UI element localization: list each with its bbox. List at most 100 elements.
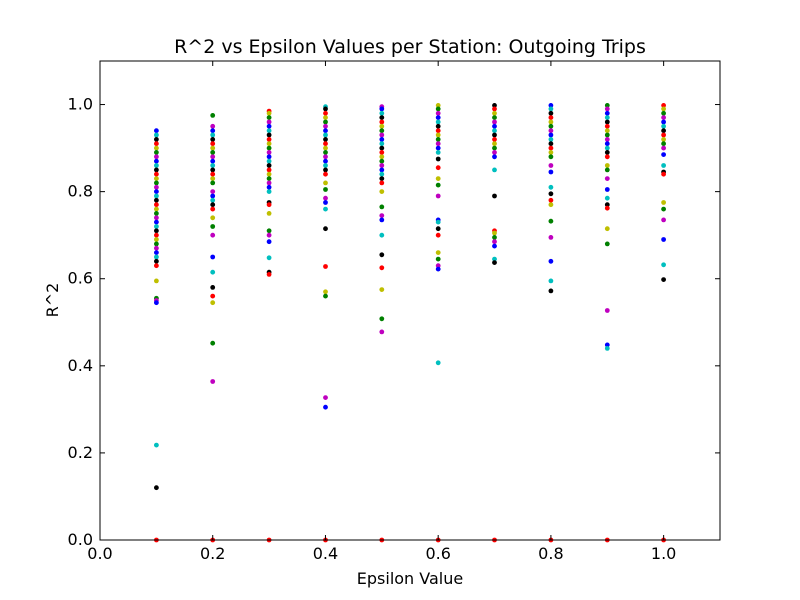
data-point <box>435 137 441 142</box>
data-point <box>604 141 610 147</box>
data-point <box>210 154 216 160</box>
data-point <box>604 123 610 129</box>
data-point <box>266 128 272 134</box>
data-point <box>379 176 385 182</box>
data-point <box>604 163 610 168</box>
data-point <box>266 119 272 125</box>
data-point <box>548 132 554 138</box>
data-point <box>548 258 554 264</box>
data-point <box>435 110 441 116</box>
data-point <box>379 128 385 134</box>
data-point <box>492 260 497 265</box>
data-point <box>548 141 554 147</box>
data-point <box>154 278 159 284</box>
data-point <box>154 163 159 168</box>
data-point <box>435 156 441 162</box>
data-point <box>266 154 272 160</box>
data-point <box>492 141 497 147</box>
data-point <box>379 141 385 147</box>
data-point <box>266 171 272 177</box>
data-point <box>379 189 385 195</box>
data-point <box>154 219 159 225</box>
data-point <box>661 141 666 147</box>
data-point <box>379 180 385 186</box>
data-point <box>548 137 554 142</box>
data-point <box>604 132 610 138</box>
data-point <box>379 119 385 125</box>
data-point <box>323 106 328 112</box>
data-point <box>266 163 272 168</box>
data-point <box>210 123 216 129</box>
data-point <box>210 202 216 208</box>
data-point <box>661 262 666 268</box>
data-point <box>661 217 666 223</box>
data-point <box>492 137 497 142</box>
data-point <box>323 145 328 151</box>
data-point <box>154 141 159 147</box>
data-point <box>266 202 272 208</box>
data-point <box>379 132 385 138</box>
data-point <box>604 154 610 160</box>
data-point <box>604 119 610 125</box>
data-point <box>379 204 385 210</box>
data-point <box>492 256 497 262</box>
data-point <box>492 239 497 245</box>
data-point <box>548 235 554 240</box>
data-point <box>661 206 666 212</box>
data-point <box>154 128 159 134</box>
y-tick-label: 0.6 <box>68 269 93 288</box>
data-point <box>604 241 610 247</box>
data-point <box>379 171 385 177</box>
data-point <box>323 167 328 173</box>
data-point <box>379 213 385 219</box>
data-point <box>548 119 554 125</box>
data-point <box>435 266 441 272</box>
data-point <box>154 237 159 242</box>
data-point <box>435 150 441 155</box>
data-point <box>323 293 328 299</box>
data-point <box>210 269 216 275</box>
data-point <box>435 145 441 151</box>
data-point <box>379 265 385 271</box>
data-point <box>266 150 272 155</box>
data-point <box>210 197 216 203</box>
data-point <box>210 137 216 142</box>
data-point <box>435 123 441 129</box>
data-point <box>154 232 159 238</box>
data-point <box>210 293 216 299</box>
data-point <box>154 154 159 160</box>
data-point <box>548 103 554 108</box>
data-point <box>210 176 216 182</box>
data-point <box>266 189 272 195</box>
data-point <box>210 180 216 186</box>
data-point <box>379 123 385 129</box>
data-point <box>492 154 497 160</box>
data-point <box>548 218 554 224</box>
data-point <box>604 150 610 155</box>
data-point <box>435 219 441 225</box>
y-tick-label: 0.8 <box>68 182 93 201</box>
data-point <box>210 340 216 346</box>
data-point <box>379 115 385 120</box>
data-point <box>154 442 159 448</box>
y-tick-label: 0.2 <box>68 443 93 462</box>
data-point <box>266 167 272 173</box>
data-point <box>210 206 216 212</box>
data-point <box>210 132 216 138</box>
data-point <box>604 205 610 211</box>
data-point <box>154 202 159 208</box>
data-point <box>435 360 441 366</box>
data-point <box>266 211 272 216</box>
plot-frame <box>99 60 721 541</box>
data-point <box>435 106 441 112</box>
data-point <box>210 232 216 238</box>
data-point <box>323 264 328 269</box>
data-point <box>154 137 159 142</box>
data-point <box>548 202 554 208</box>
data-point <box>435 103 441 108</box>
data-point <box>492 103 497 108</box>
data-point <box>492 193 497 199</box>
data-point <box>661 119 666 125</box>
